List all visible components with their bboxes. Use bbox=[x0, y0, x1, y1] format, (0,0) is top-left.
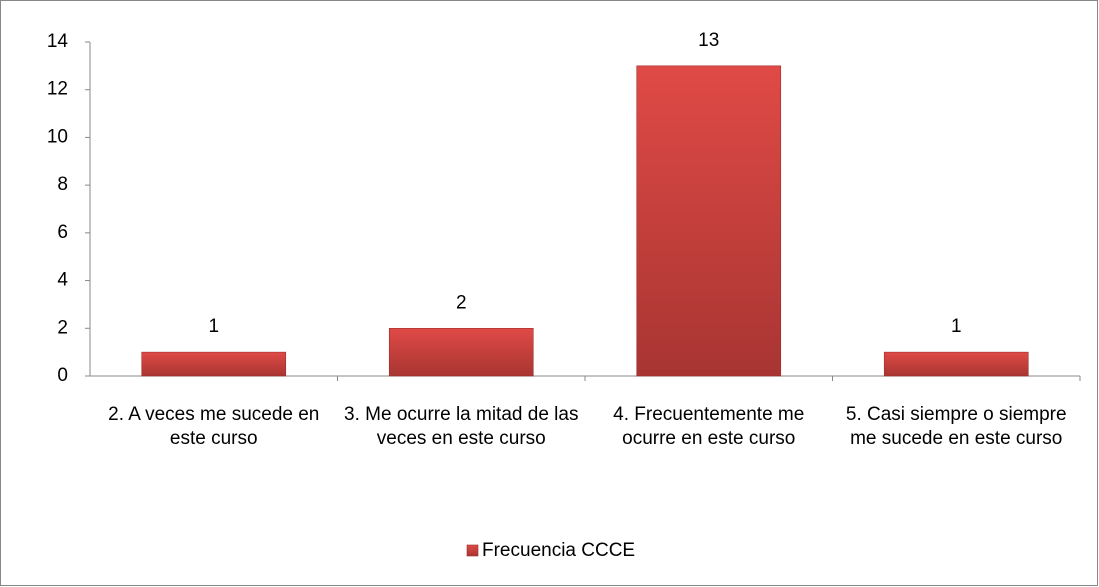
y-tick-label: 8 bbox=[57, 174, 68, 195]
y-tick-label: 2 bbox=[57, 317, 68, 338]
y-tick-label: 10 bbox=[47, 126, 68, 147]
legend-label: Frecuencia CCCE bbox=[482, 540, 635, 561]
bar bbox=[883, 351, 1029, 377]
x-tick-label: 3. Me ocurre la mitad de las veces en es… bbox=[344, 404, 579, 449]
bar bbox=[141, 351, 287, 377]
bar bbox=[636, 65, 782, 377]
data-label: 1 bbox=[951, 316, 962, 337]
y-tick-label: 6 bbox=[57, 222, 68, 243]
bar bbox=[388, 327, 534, 377]
y-tick-label: 12 bbox=[47, 79, 68, 100]
x-tick-label: 2. A veces me sucede en este curso bbox=[108, 404, 320, 449]
x-tick-label: 4. Frecuentemente me ocurre en este curs… bbox=[613, 404, 805, 449]
y-tick-label: 14 bbox=[47, 31, 69, 52]
y-tick-label: 0 bbox=[57, 365, 68, 386]
x-tick-label: 5. Casi siempre o siempre me sucede en e… bbox=[845, 404, 1067, 449]
legend-swatch bbox=[466, 544, 479, 557]
data-label: 13 bbox=[698, 30, 719, 51]
y-tick-label: 4 bbox=[57, 270, 68, 291]
data-label: 1 bbox=[208, 316, 219, 337]
data-label: 2 bbox=[456, 292, 467, 313]
